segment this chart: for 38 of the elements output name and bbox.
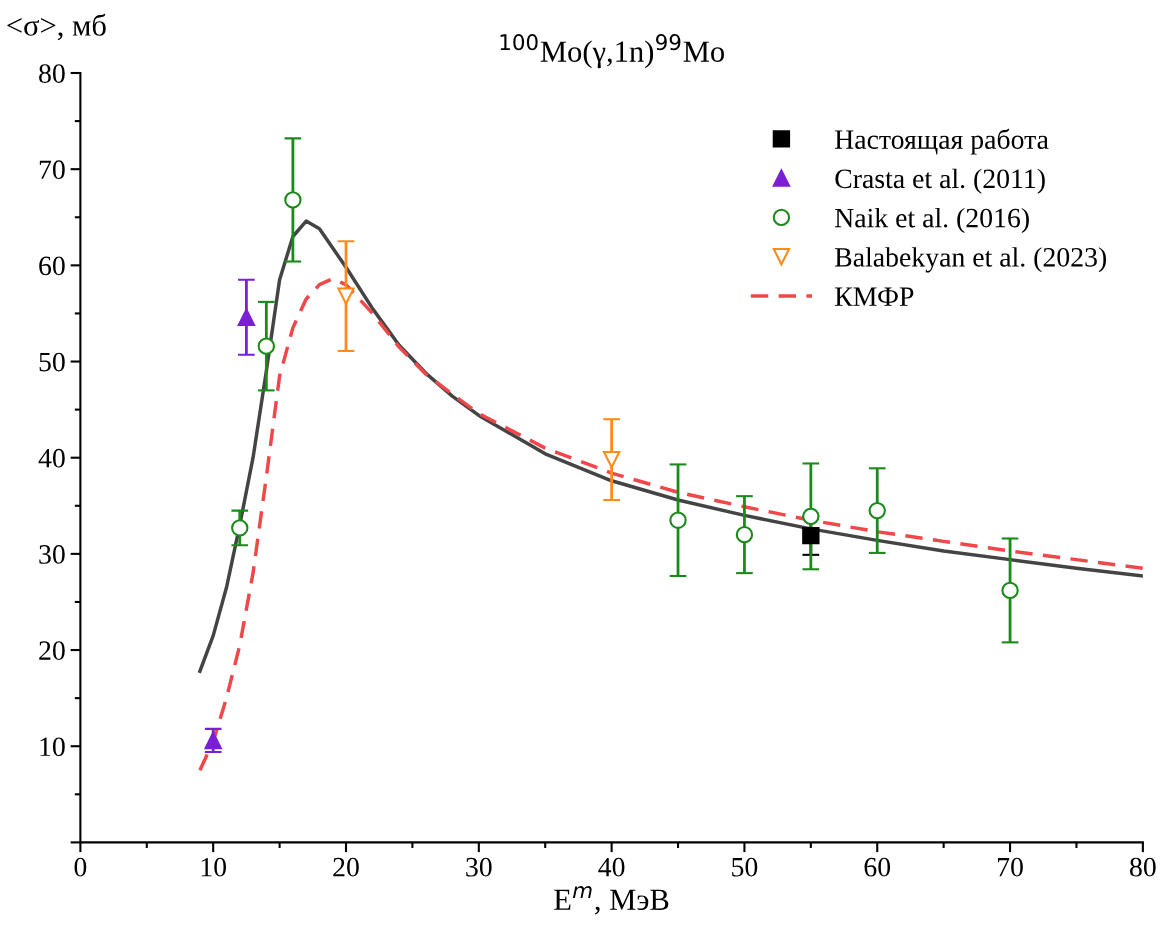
- legend-label: Crasta et al. (2011): [835, 168, 1045, 194]
- y-tick-label: 30: [39, 545, 65, 564]
- point: [257, 337, 275, 355]
- x-tick-label: 30: [466, 857, 492, 877]
- point: [602, 450, 621, 469]
- point: [337, 287, 355, 305]
- legend-label: Balabekyan et al. (2023): [834, 247, 1107, 273]
- x-tick-label: 0: [74, 857, 87, 877]
- y-tick-label: 70: [39, 160, 65, 180]
- point: [284, 191, 302, 209]
- y-tick-label: 10: [40, 737, 65, 757]
- legend-label: Naik et al. (2016): [834, 207, 1029, 234]
- y-tick-label: 80: [39, 64, 65, 83]
- x-tick-label: 20: [333, 857, 359, 877]
- y-tick-label: 20: [39, 641, 65, 660]
- point: [669, 511, 687, 529]
- y-tick-label: 40: [38, 448, 65, 468]
- y-axis-title: <σ>, мб: [7, 13, 106, 41]
- point: [231, 519, 249, 537]
- chart-title: $^{100}$Mo(γ,1n)$^{99}$Mo: [500, 34, 725, 69]
- x-tick-label: 60: [864, 857, 891, 877]
- x-tick-label: 80: [1130, 857, 1156, 877]
- point: [735, 525, 754, 544]
- y-tick-label: 60: [39, 256, 65, 276]
- point: [802, 507, 820, 526]
- point: [1001, 581, 1019, 600]
- x-axis-title: E$^{m}$, МэВ: [554, 886, 669, 915]
- x-tick-label: 70: [998, 857, 1023, 877]
- line-series: [198, 277, 1143, 773]
- point: [237, 308, 256, 326]
- x-tick-label: 10: [201, 857, 227, 877]
- x-tick-label: 40: [598, 857, 625, 877]
- legend-label: Настоящая работа: [834, 128, 1049, 155]
- legend-label: КМФР: [834, 287, 914, 306]
- point: [802, 526, 820, 545]
- y-tick-label: 50: [39, 352, 65, 372]
- x-tick-label: 50: [732, 857, 758, 877]
- point: [868, 501, 886, 520]
